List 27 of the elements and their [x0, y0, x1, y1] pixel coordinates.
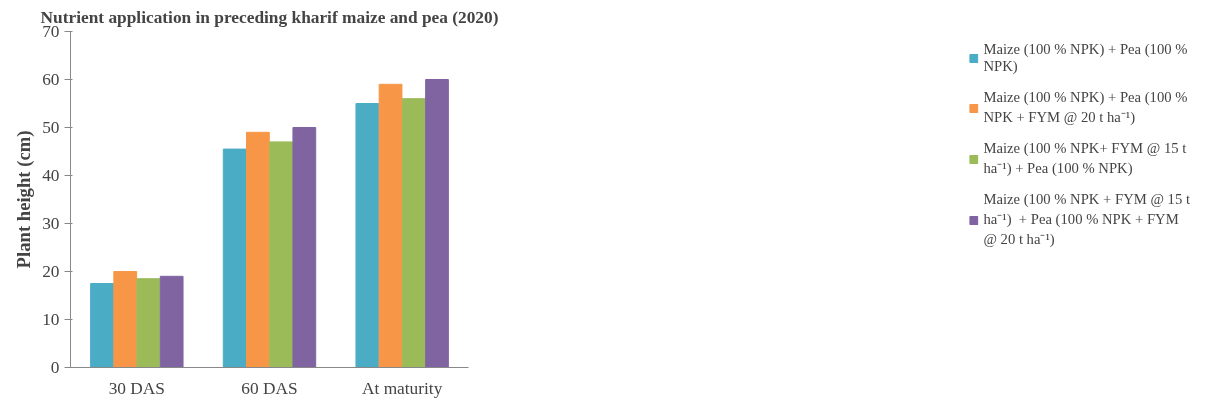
bar [246, 131, 270, 368]
y-axis-title: Plant height (cm) [13, 130, 36, 269]
y-tick-label: 50 [42, 118, 60, 137]
x-tick-label: At maturity [361, 378, 443, 398]
x-tick-label: 60 DAS [241, 378, 298, 398]
legend-label: Maize (100 % NPK+ FYM @ 15 t ha⁻¹) + Pea (100 % NPK) [983, 140, 1187, 177]
bar [136, 278, 161, 368]
y-tick-label: 20 [42, 262, 60, 281]
bar [269, 141, 293, 368]
x-tick-label: 30 DAS [108, 378, 165, 398]
bar [292, 127, 317, 368]
legend-label: Maize (100 % NPK + FYM @ 15 t ha⁻¹) + Pea (100 % NPK + FYM @ 20 t ha⁻¹) [983, 191, 1190, 248]
bar [401, 98, 426, 368]
bar [378, 83, 403, 368]
y-tick-label: 40 [42, 166, 60, 185]
y-tick-label: 60 [42, 70, 60, 89]
y-tick-label: 0 [50, 358, 60, 377]
bar [159, 275, 184, 368]
legend-label: Maize (100 % NPK) + Pea (100 % NPK + FYM @ 20 t ha⁻¹) [983, 89, 1188, 126]
bar [222, 148, 247, 368]
bar [355, 103, 380, 368]
bar [113, 271, 138, 368]
y-tick-label: 10 [42, 310, 60, 329]
bar [425, 79, 449, 368]
y-tick-label: 30 [42, 214, 60, 233]
bar [90, 283, 114, 368]
legend-label: Maize (100 % NPK) + Pea (100 % NPK) [983, 41, 1188, 75]
